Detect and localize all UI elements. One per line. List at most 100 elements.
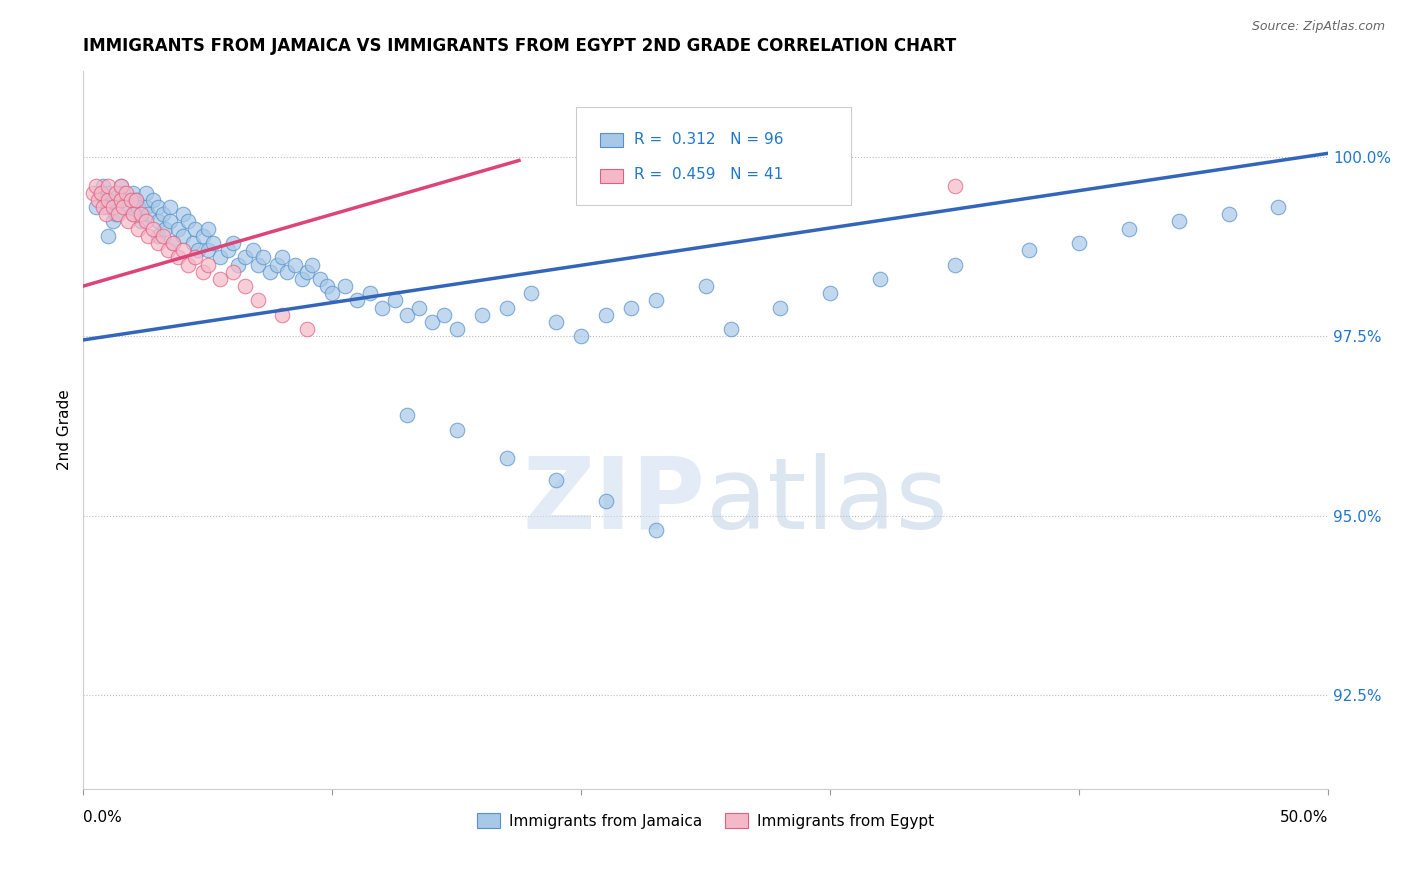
Point (159, 200, 181, 214)
Point (181, 235, 204, 250)
Point (172, 228, 194, 243)
Point (620, 301, 643, 315)
Point (384, 293, 406, 308)
Point (124, 193, 146, 207)
Point (252, 251, 274, 265)
Point (101, 214, 124, 228)
Point (122, 186, 145, 200)
Point (346, 293, 368, 308)
Point (117, 200, 139, 214)
Text: R =  0.312   N = 96: R = 0.312 N = 96 (634, 132, 783, 146)
Point (321, 286, 343, 301)
Point (107, 207, 129, 221)
Point (217, 243, 239, 257)
Point (110, 178, 132, 193)
Point (869, 272, 891, 286)
Point (1018, 243, 1040, 257)
Text: R =  0.459   N = 41: R = 0.459 N = 41 (634, 168, 783, 182)
Point (201, 235, 224, 250)
Text: 50.0%: 50.0% (1279, 810, 1329, 825)
Point (446, 322, 468, 336)
Point (117, 214, 139, 228)
Point (142, 221, 165, 235)
Text: ZIP: ZIP (523, 453, 706, 549)
Point (695, 279, 717, 293)
Point (233, 279, 256, 293)
Point (97, 200, 120, 214)
Point (221, 235, 243, 250)
Point (221, 265, 243, 279)
Point (595, 308, 617, 322)
Point (197, 221, 219, 235)
Point (129, 214, 152, 228)
Point (94, 207, 117, 221)
Point (495, 301, 517, 315)
Point (114, 186, 136, 200)
Point (122, 207, 145, 221)
Point (184, 251, 207, 265)
Point (129, 207, 152, 221)
Text: 0.0%: 0.0% (83, 810, 122, 825)
Point (122, 207, 145, 221)
Point (97, 186, 120, 200)
Point (495, 451, 517, 466)
Point (120, 193, 142, 207)
Point (546, 473, 568, 487)
Point (301, 258, 323, 272)
Point (146, 200, 169, 214)
Point (82, 186, 104, 200)
Point (209, 251, 232, 265)
Point (84, 200, 107, 214)
Point (308, 272, 330, 286)
Point (284, 258, 307, 272)
Point (184, 221, 207, 235)
Point (1069, 235, 1091, 250)
Point (246, 258, 269, 272)
Text: atlas: atlas (706, 453, 948, 549)
Point (142, 193, 165, 207)
Point (943, 258, 966, 272)
Point (97, 193, 120, 207)
Point (242, 243, 264, 257)
Point (127, 221, 149, 235)
Point (146, 235, 169, 250)
Point (197, 258, 219, 272)
Point (276, 265, 298, 279)
Point (162, 235, 184, 250)
Point (1167, 214, 1189, 228)
Point (297, 322, 319, 336)
Point (146, 214, 169, 228)
Point (104, 207, 127, 221)
Point (146, 228, 169, 243)
Point (135, 214, 157, 228)
Point (94, 193, 117, 207)
Point (84, 178, 107, 193)
Point (90, 186, 112, 200)
Point (97, 178, 120, 193)
Point (246, 293, 269, 308)
Point (266, 258, 288, 272)
Point (371, 301, 394, 315)
Point (209, 272, 232, 286)
Point (187, 243, 209, 257)
Point (297, 265, 319, 279)
Point (191, 228, 214, 243)
Point (259, 265, 281, 279)
Point (172, 243, 194, 257)
Text: Source: ZipAtlas.com: Source: ZipAtlas.com (1251, 20, 1385, 33)
Point (127, 200, 149, 214)
Point (177, 258, 200, 272)
Point (226, 258, 249, 272)
Point (191, 265, 214, 279)
Point (135, 186, 157, 200)
Point (177, 214, 200, 228)
Point (271, 251, 294, 265)
Point (152, 207, 174, 221)
Legend: Immigrants from Jamaica, Immigrants from Egypt: Immigrants from Jamaica, Immigrants from… (471, 807, 941, 835)
Point (91, 200, 114, 214)
Point (333, 279, 356, 293)
Point (943, 178, 966, 193)
Point (408, 301, 430, 315)
Point (172, 207, 194, 221)
Point (101, 200, 124, 214)
